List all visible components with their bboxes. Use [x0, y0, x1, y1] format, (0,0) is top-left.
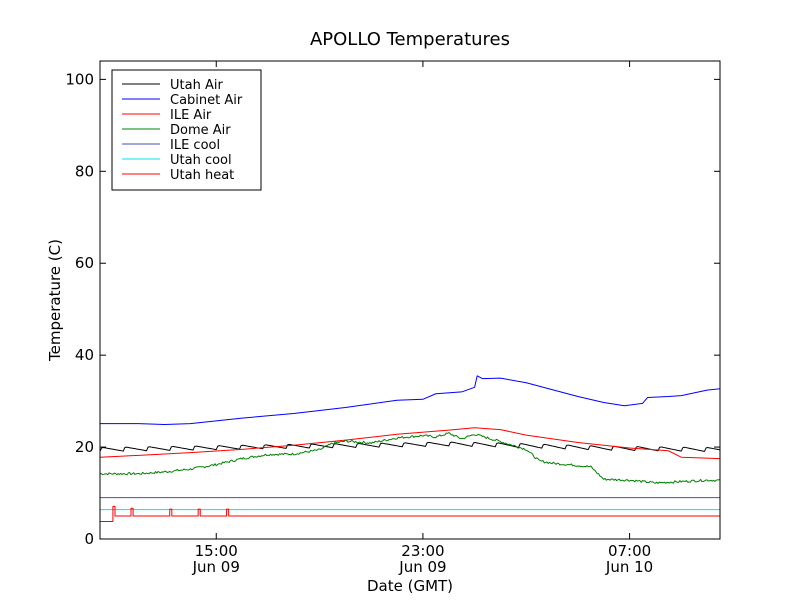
legend-label: Dome Air [170, 123, 231, 138]
series-line-utah-heat [100, 505, 720, 523]
x-tick-label-time: 15:00 [195, 542, 238, 560]
legend-label: Cabinet Air [170, 93, 243, 108]
x-tick-label-time: 07:00 [608, 542, 651, 560]
y-tick-label: 80 [75, 162, 94, 180]
y-tick-label: 60 [75, 254, 94, 272]
series-line-utah-air [100, 441, 720, 452]
legend-label: Utah heat [170, 168, 234, 183]
x-tick-label-time: 23:00 [401, 542, 444, 560]
series-line-cabinet-air [100, 375, 720, 426]
legend-label: Utah Air [170, 78, 223, 93]
legend-label: ILE Air [170, 108, 212, 123]
x-axis-label: Date (GMT) [367, 577, 453, 595]
series-layer [100, 375, 720, 523]
legend-box [111, 69, 262, 191]
y-tick-label: 0 [84, 530, 94, 548]
plot-frame [99, 60, 721, 540]
series-line-dome-air [100, 432, 720, 485]
x-tick-label-date: Jun 09 [192, 558, 240, 576]
legend-label: ILE cool [170, 138, 220, 153]
legend-label: Utah cool [170, 153, 232, 168]
y-tick-label: 20 [75, 438, 94, 456]
y-tick-label: 100 [65, 70, 94, 88]
x-tick-label-date: Jun 09 [398, 558, 446, 576]
x-tick-label-date: Jun 10 [605, 558, 653, 576]
y-tick-label: 40 [75, 346, 94, 364]
chart-title: APOLLO Temperatures [310, 29, 510, 50]
series-line-ile-air [100, 427, 720, 460]
y-axis-label: Temperature (C) [46, 239, 64, 362]
